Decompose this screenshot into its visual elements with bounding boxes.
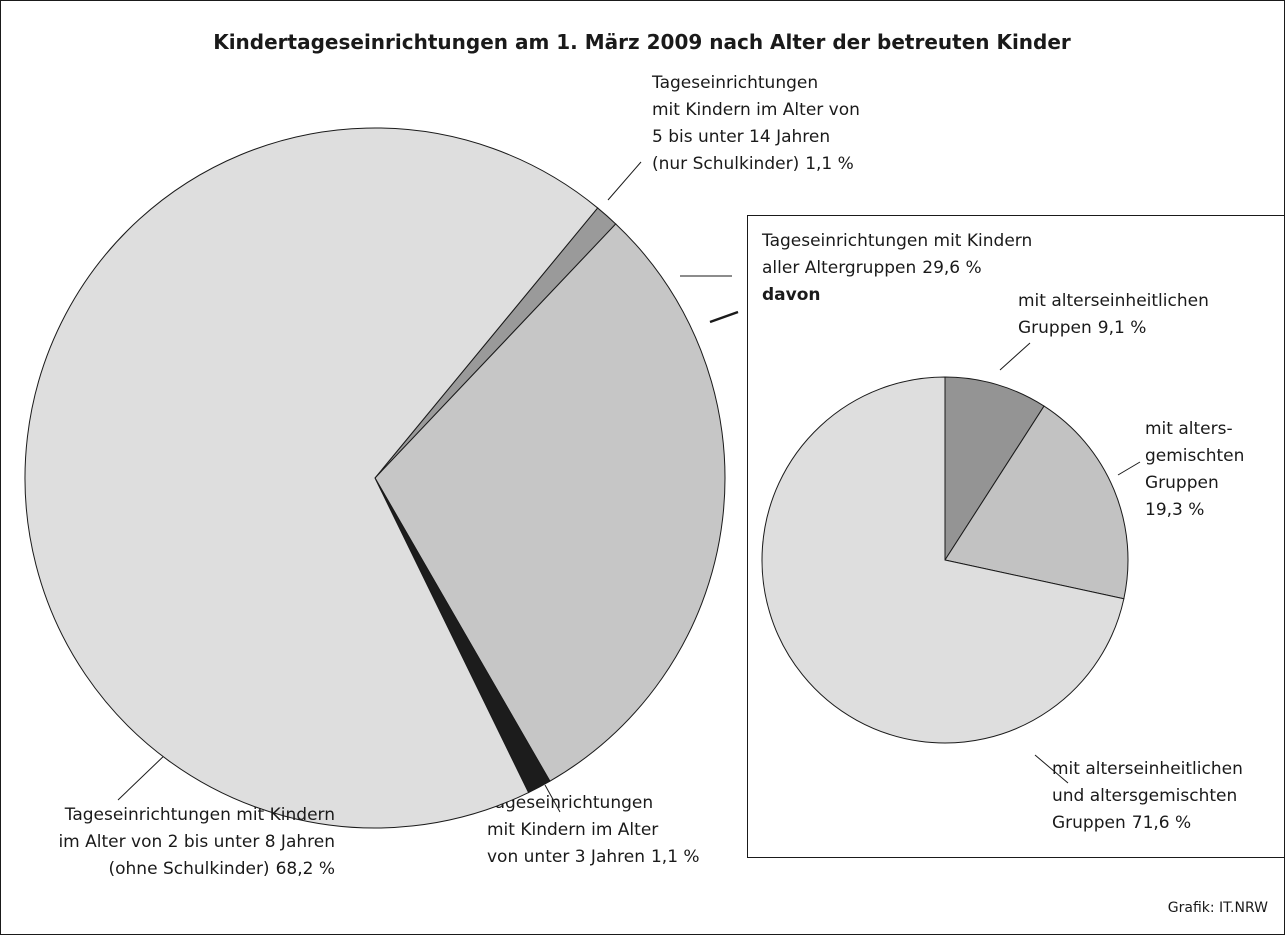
slice-label-line: mit alterseinheitlichen [1018, 291, 1209, 311]
pie-slice [374, 223, 726, 782]
pie-slice [761, 376, 1125, 744]
slice-label: Tageseinrichtungen [486, 793, 653, 813]
leader [709, 310, 739, 324]
leader [1117, 461, 1141, 476]
slice-label: mit Kindern im Alter von [652, 100, 860, 120]
slice-label: Gruppen 71,6 % [1052, 813, 1191, 833]
slice-label-line: und altersgemischten [1052, 786, 1237, 806]
slice-label-line: Tageseinrichtungen mit Kindern [64, 805, 335, 825]
slice-label: mit alterseinheitlichen [1018, 291, 1209, 311]
slice-label: mit alters- [1145, 419, 1233, 439]
slice-label-line: (ohne Schulkinder) [109, 859, 270, 879]
slice-label: (nur Schulkinder) 1,1 % [652, 154, 854, 174]
pie-slice [24, 127, 599, 829]
slice-label-line: mit alterseinheitlichen [1052, 759, 1243, 779]
slice-label: 19,3 % [1145, 500, 1204, 520]
leader [607, 161, 642, 201]
value-label: 9,1 % [1098, 318, 1147, 338]
slice-label: Gruppen 9,1 % [1018, 318, 1146, 338]
value-label: 19,3 % [1145, 500, 1204, 520]
slice-label-line: aller Altergruppen [762, 258, 916, 278]
leader [1034, 754, 1069, 784]
slice-label: Tageseinrichtungen mit Kindern [761, 231, 1032, 251]
slice-label: Tageseinrichtungen [651, 73, 818, 93]
slice-label: 5 bis unter 14 Jahren [652, 127, 830, 147]
slice-label-line: mit alters- [1145, 419, 1233, 439]
slice-label: Gruppen [1145, 473, 1219, 493]
value-label: 1,1 % [805, 154, 854, 174]
slice-label: aller Altergruppen 29,6 % [762, 258, 982, 278]
value-label: 29,6 % [922, 258, 981, 278]
slice-label-line: Gruppen [1052, 813, 1126, 833]
pie-slice [944, 376, 1045, 562]
slice-label-line: Gruppen [1018, 318, 1092, 338]
slice-label-line: mit Kindern im Alter [487, 820, 658, 840]
slice-label: im Alter von 2 bis unter 8 Jahren [58, 832, 335, 852]
leader [544, 784, 561, 813]
slice-label: von unter 3 Jahren 1,1 % [487, 847, 700, 867]
value-label: 1,1 % [651, 847, 700, 867]
value-label: 68,2 % [276, 859, 335, 879]
slice-label: und altersgemischten [1052, 786, 1237, 806]
slice-label: mit alterseinheitlichen [1052, 759, 1243, 779]
slice-label-line: mit Kindern im Alter von [652, 100, 860, 120]
slice-label-line: (nur Schulkinder) [652, 154, 799, 174]
leader [999, 342, 1031, 371]
pie-slice [944, 405, 1129, 600]
leader [117, 751, 169, 801]
slice-label-line: Gruppen [1145, 473, 1219, 493]
slice-label-line: im Alter von 2 bis unter 8 Jahren [58, 832, 335, 852]
slice-label: gemischten [1145, 446, 1244, 466]
slice-label-line: Tageseinrichtungen mit Kindern [761, 231, 1032, 251]
slice-label-line: Tageseinrichtungen [486, 793, 653, 813]
leader-lines [117, 161, 1141, 813]
inset-title: davon [762, 285, 821, 305]
slice-label: Tageseinrichtungen mit Kindern [64, 805, 335, 825]
slice-label-line: Tageseinrichtungen [651, 73, 818, 93]
slice-label-line: von unter 3 Jahren [487, 847, 645, 867]
slice-label: mit Kindern im Alter [487, 820, 658, 840]
value-label: 71,6 % [1132, 813, 1191, 833]
slice-label: (ohne Schulkinder) 68,2 % [109, 859, 336, 879]
chart-title: Kindertageseinrichtungen am 1. März 2009… [213, 30, 1071, 54]
slice-label-line: gemischten [1145, 446, 1244, 466]
source: Grafik: IT.NRW [1168, 900, 1268, 916]
slice-label-line: 5 bis unter 14 Jahren [652, 127, 830, 147]
